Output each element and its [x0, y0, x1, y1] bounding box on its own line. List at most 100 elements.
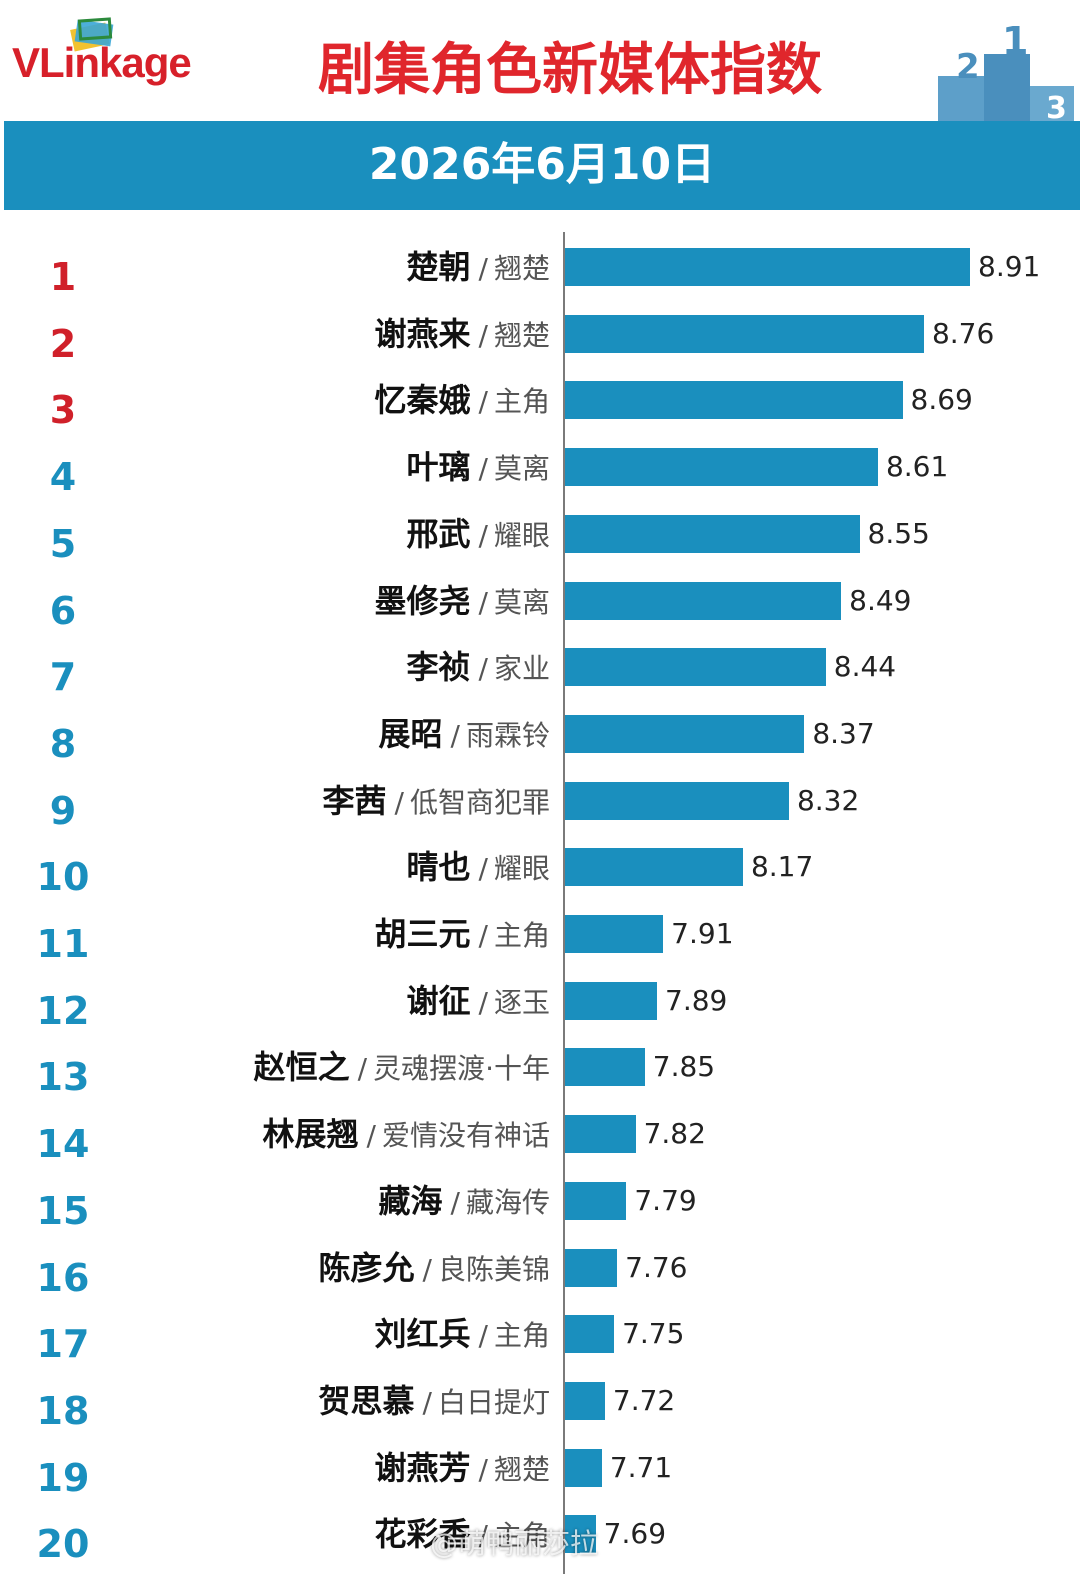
character-name: 胡三元	[374, 915, 471, 953]
row-label: 楚朝 / 翘楚	[407, 234, 550, 300]
chart-row: 11 胡三元 / 主角 7.91	[0, 901, 1080, 967]
character-name: 楚朝	[406, 248, 471, 286]
character-name: 贺思慕	[318, 1381, 415, 1420]
bar	[565, 514, 860, 553]
character-name: 叶璃	[406, 448, 471, 487]
row-label: 胡三元 / 主角	[375, 901, 550, 967]
chart-row: 17 刘红兵 / 主角 7.75	[0, 1301, 1080, 1367]
row-label: 藏海 / 藏海传	[379, 1168, 550, 1234]
vlinkage-logo-mark-icon	[70, 17, 114, 52]
character-name: 展昭	[378, 714, 443, 753]
label-separator: /	[478, 318, 488, 352]
value-label: 8.55	[867, 516, 930, 550]
show-name: 翘楚	[493, 1452, 550, 1486]
row-label: 李茜 / 低智商犯罪	[323, 768, 550, 834]
vlinkage-logo: VLinkage	[12, 42, 192, 84]
bar	[565, 1248, 618, 1287]
rank-label: 2	[49, 321, 77, 366]
character-name: 晴也	[406, 848, 471, 887]
label-separator: /	[450, 1185, 460, 1219]
bar	[565, 781, 789, 820]
label-separator: /	[478, 585, 488, 619]
watermark: @萌鸭丽莎拉	[430, 1527, 599, 1560]
show-name: 耀眼	[493, 852, 550, 886]
row-label: 贺思慕 / 白日提灯	[319, 1368, 550, 1434]
label-separator: /	[422, 1252, 432, 1286]
bar	[565, 981, 658, 1020]
chart-row: 6 墨修尧 / 莫离 8.49	[0, 568, 1080, 634]
chart-row: 12 谢征 / 逐玉 7.89	[0, 968, 1080, 1034]
row-label: 赵恒之 / 灵魂摆渡·十年	[254, 1034, 550, 1100]
rank-label: 12	[36, 988, 90, 1033]
row-label: 墨修尧 / 莫离	[375, 568, 550, 634]
value-label: 8.76	[931, 316, 995, 350]
row-label: 谢征 / 逐玉	[407, 968, 550, 1034]
character-name: 李祯	[406, 648, 471, 687]
chart-row: 3 忆秦娥 / 主角 8.69	[0, 367, 1080, 433]
label-separator: /	[478, 518, 488, 552]
chart-axis-line	[563, 232, 565, 1574]
value-label: 7.75	[622, 1317, 685, 1351]
character-name: 林展翘	[262, 1115, 359, 1154]
row-label: 邢武 / 耀眼	[407, 501, 550, 567]
chart-date: 2026年6月10日	[368, 139, 716, 190]
character-name: 忆秦娥	[374, 381, 471, 420]
rank-label: 7	[49, 655, 77, 700]
row-label: 忆秦娥 / 主角	[375, 367, 550, 433]
svg-text:2: 2	[956, 47, 980, 87]
character-name: 谢燕来	[374, 314, 471, 353]
bar	[565, 648, 826, 687]
character-name: 邢武	[406, 514, 471, 553]
value-label: 8.32	[796, 783, 860, 817]
show-name: 家业	[493, 652, 550, 686]
label-separator: /	[478, 1519, 488, 1553]
label-separator: /	[422, 1385, 432, 1419]
rank-label: 17	[36, 1322, 90, 1367]
value-label: 8.61	[885, 450, 949, 484]
rank-label: 8	[49, 721, 77, 766]
show-name: 主角	[493, 919, 550, 952]
label-separator: /	[478, 985, 488, 1019]
bar	[565, 1181, 627, 1220]
label-separator: /	[366, 1119, 376, 1153]
character-name: 谢征	[406, 981, 471, 1020]
rank-label: 3	[49, 388, 77, 433]
svg-text:3: 3	[1046, 91, 1067, 122]
rank-label: 19	[36, 1455, 90, 1500]
row-label: 谢燕来 / 翘楚	[375, 301, 550, 367]
character-name: 刘红兵	[374, 1315, 471, 1354]
row-label: 陈彦允 / 良陈美锦	[319, 1235, 550, 1301]
label-separator: /	[478, 1452, 488, 1486]
label-separator: /	[357, 1052, 368, 1086]
character-name: 赵恒之	[253, 1048, 350, 1087]
chart-row: 20 花彩香 / 主角 7.69	[0, 1501, 1080, 1567]
value-label: 7.69	[603, 1517, 667, 1551]
label-separator: /	[478, 252, 488, 285]
row-label: 谢燕芳 / 翘楚	[375, 1435, 550, 1501]
chart-row: 1 楚朝 / 翘楚 8.91	[0, 234, 1080, 300]
label-separator: /	[478, 919, 488, 952]
rank-label: 4	[49, 455, 77, 500]
value-label: 8.91	[978, 250, 1041, 283]
rank-label: 5	[49, 521, 77, 566]
chart-row: 7 李祯 / 家业 8.44	[0, 634, 1080, 700]
chart-row: 19 谢燕芳 / 翘楚 7.71	[0, 1435, 1080, 1501]
value-label: 8.49	[849, 583, 912, 617]
value-label: 7.85	[652, 1050, 716, 1084]
rank-label: 6	[49, 588, 77, 633]
date-banner: 2026年6月10日	[4, 121, 1080, 210]
bar	[565, 581, 842, 620]
label-separator: /	[450, 718, 460, 752]
bar	[565, 314, 924, 353]
row-label: 林展翘 / 爱情没有神话	[263, 1101, 550, 1167]
show-name: 翘楚	[493, 318, 550, 352]
bar	[565, 1115, 636, 1154]
chart-row: 14 林展翘 / 爱情没有神话 7.82	[0, 1101, 1080, 1167]
chart-row: 13 赵恒之 / 灵魂摆渡·十年 7.85	[0, 1034, 1080, 1100]
rank-label: 20	[36, 1522, 90, 1567]
bar	[565, 915, 664, 953]
rank-label: 1	[49, 255, 77, 299]
value-label: 7.72	[612, 1383, 676, 1417]
row-label: 晴也 / 耀眼	[407, 834, 550, 900]
show-name: 翘楚	[493, 252, 550, 285]
